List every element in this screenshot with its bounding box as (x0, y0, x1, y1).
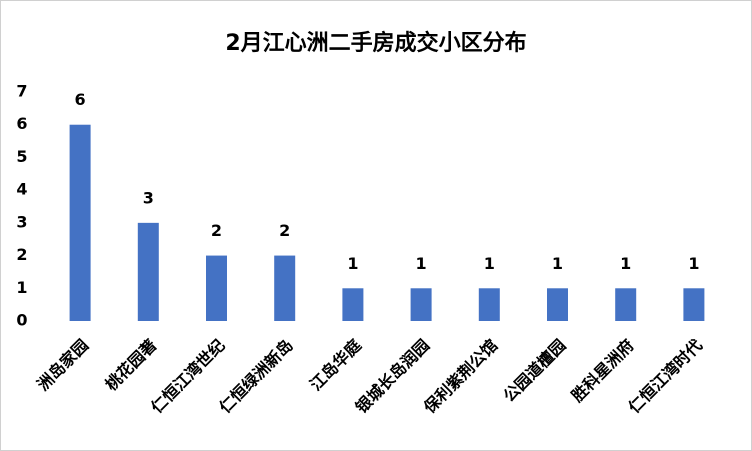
y-tick-label: 6 (16, 114, 27, 133)
bar (69, 124, 91, 321)
value-label: 1 (347, 254, 358, 273)
chart-title: 2月江心洲二手房成交小区分布 (225, 30, 526, 56)
value-label: 2 (279, 221, 290, 240)
bar (547, 288, 568, 321)
value-label: 1 (620, 254, 631, 273)
y-tick-label: 5 (16, 147, 27, 166)
value-label: 6 (75, 90, 86, 109)
bar (342, 288, 364, 321)
bar (478, 288, 500, 321)
value-label: 1 (484, 254, 495, 273)
y-tick-label: 0 (16, 311, 27, 330)
bar (274, 255, 296, 321)
y-tick-label: 7 (16, 82, 27, 101)
y-tick-label: 2 (16, 245, 27, 264)
value-label: 2 (211, 221, 222, 240)
y-tick-label: 4 (16, 180, 27, 199)
bar (137, 222, 159, 321)
bar (206, 255, 227, 321)
bar (615, 288, 637, 321)
value-label: 1 (416, 254, 427, 273)
value-label: 1 (552, 254, 563, 273)
value-label: 3 (143, 188, 154, 207)
y-tick-label: 1 (16, 278, 27, 297)
bar (410, 288, 432, 321)
y-tick-label: 3 (16, 212, 27, 231)
bar (683, 288, 705, 321)
value-label: 1 (688, 254, 699, 273)
